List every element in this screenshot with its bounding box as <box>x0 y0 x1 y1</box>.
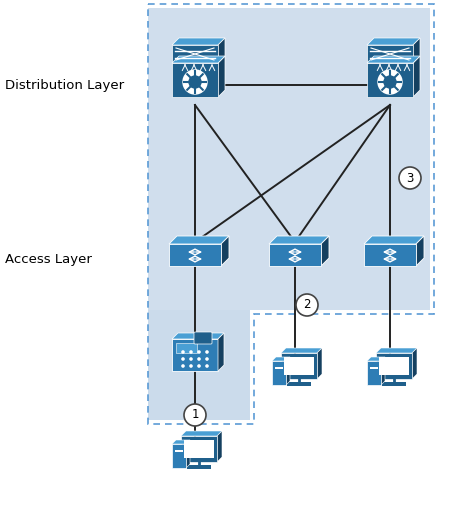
FancyBboxPatch shape <box>376 353 412 379</box>
Circle shape <box>189 357 193 361</box>
Circle shape <box>181 357 185 361</box>
Circle shape <box>189 76 201 88</box>
Circle shape <box>184 404 206 426</box>
FancyBboxPatch shape <box>382 382 406 386</box>
FancyBboxPatch shape <box>172 63 218 97</box>
Circle shape <box>384 76 396 88</box>
Text: Distribution Layer: Distribution Layer <box>5 78 124 92</box>
Polygon shape <box>317 348 322 379</box>
Circle shape <box>197 357 201 361</box>
FancyBboxPatch shape <box>287 382 311 386</box>
FancyBboxPatch shape <box>184 440 214 458</box>
Polygon shape <box>218 38 225 63</box>
Polygon shape <box>221 236 229 266</box>
Polygon shape <box>181 431 222 436</box>
Polygon shape <box>413 56 420 97</box>
FancyBboxPatch shape <box>175 450 183 452</box>
Polygon shape <box>367 357 385 361</box>
Circle shape <box>296 294 318 316</box>
Polygon shape <box>321 236 329 266</box>
FancyBboxPatch shape <box>367 361 381 385</box>
FancyBboxPatch shape <box>367 63 413 97</box>
Polygon shape <box>416 236 424 266</box>
FancyBboxPatch shape <box>275 367 283 369</box>
Polygon shape <box>412 348 417 379</box>
Polygon shape <box>217 431 222 462</box>
FancyBboxPatch shape <box>172 444 186 468</box>
FancyBboxPatch shape <box>379 357 409 375</box>
Polygon shape <box>381 357 385 385</box>
FancyBboxPatch shape <box>187 465 211 469</box>
Text: Access Layer: Access Layer <box>5 253 92 267</box>
FancyBboxPatch shape <box>169 244 221 266</box>
Circle shape <box>197 364 201 368</box>
Circle shape <box>181 350 185 354</box>
FancyBboxPatch shape <box>269 244 321 266</box>
Polygon shape <box>218 333 224 371</box>
Circle shape <box>205 357 209 361</box>
Polygon shape <box>172 56 225 63</box>
Text: 3: 3 <box>406 172 414 184</box>
Circle shape <box>181 364 185 368</box>
Polygon shape <box>367 38 420 45</box>
Circle shape <box>189 364 193 368</box>
Circle shape <box>205 350 209 354</box>
Circle shape <box>378 70 402 94</box>
Polygon shape <box>376 348 417 353</box>
Polygon shape <box>148 310 250 420</box>
FancyBboxPatch shape <box>370 367 378 369</box>
Polygon shape <box>148 8 430 420</box>
Polygon shape <box>269 236 329 244</box>
FancyBboxPatch shape <box>272 361 286 385</box>
Polygon shape <box>286 357 290 385</box>
Circle shape <box>183 70 207 94</box>
FancyBboxPatch shape <box>172 339 218 371</box>
FancyBboxPatch shape <box>284 357 314 375</box>
Polygon shape <box>172 38 225 45</box>
Circle shape <box>399 167 421 189</box>
FancyBboxPatch shape <box>364 244 416 266</box>
Circle shape <box>189 350 193 354</box>
Text: 2: 2 <box>303 298 311 311</box>
Polygon shape <box>281 348 322 353</box>
Polygon shape <box>413 38 420 63</box>
Polygon shape <box>272 357 290 361</box>
Circle shape <box>205 364 209 368</box>
Polygon shape <box>186 440 190 468</box>
Circle shape <box>197 350 201 354</box>
FancyBboxPatch shape <box>176 343 197 353</box>
Polygon shape <box>169 236 229 244</box>
Polygon shape <box>367 56 420 63</box>
Polygon shape <box>218 56 225 97</box>
FancyBboxPatch shape <box>194 332 212 344</box>
Polygon shape <box>172 440 190 444</box>
FancyBboxPatch shape <box>281 353 317 379</box>
Polygon shape <box>172 333 224 339</box>
FancyBboxPatch shape <box>181 436 217 462</box>
FancyBboxPatch shape <box>367 45 413 63</box>
Polygon shape <box>364 236 424 244</box>
FancyBboxPatch shape <box>172 45 218 63</box>
Text: 1: 1 <box>191 409 199 421</box>
